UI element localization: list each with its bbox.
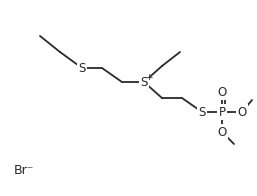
Text: O: O — [237, 105, 247, 119]
Text: S: S — [140, 75, 148, 89]
Text: O: O — [217, 125, 227, 139]
Text: O: O — [217, 85, 227, 99]
Text: P: P — [218, 105, 225, 119]
Text: S: S — [198, 105, 206, 119]
Text: S: S — [78, 62, 86, 74]
Text: +: + — [145, 73, 153, 82]
Text: Br⁻: Br⁻ — [14, 163, 34, 177]
